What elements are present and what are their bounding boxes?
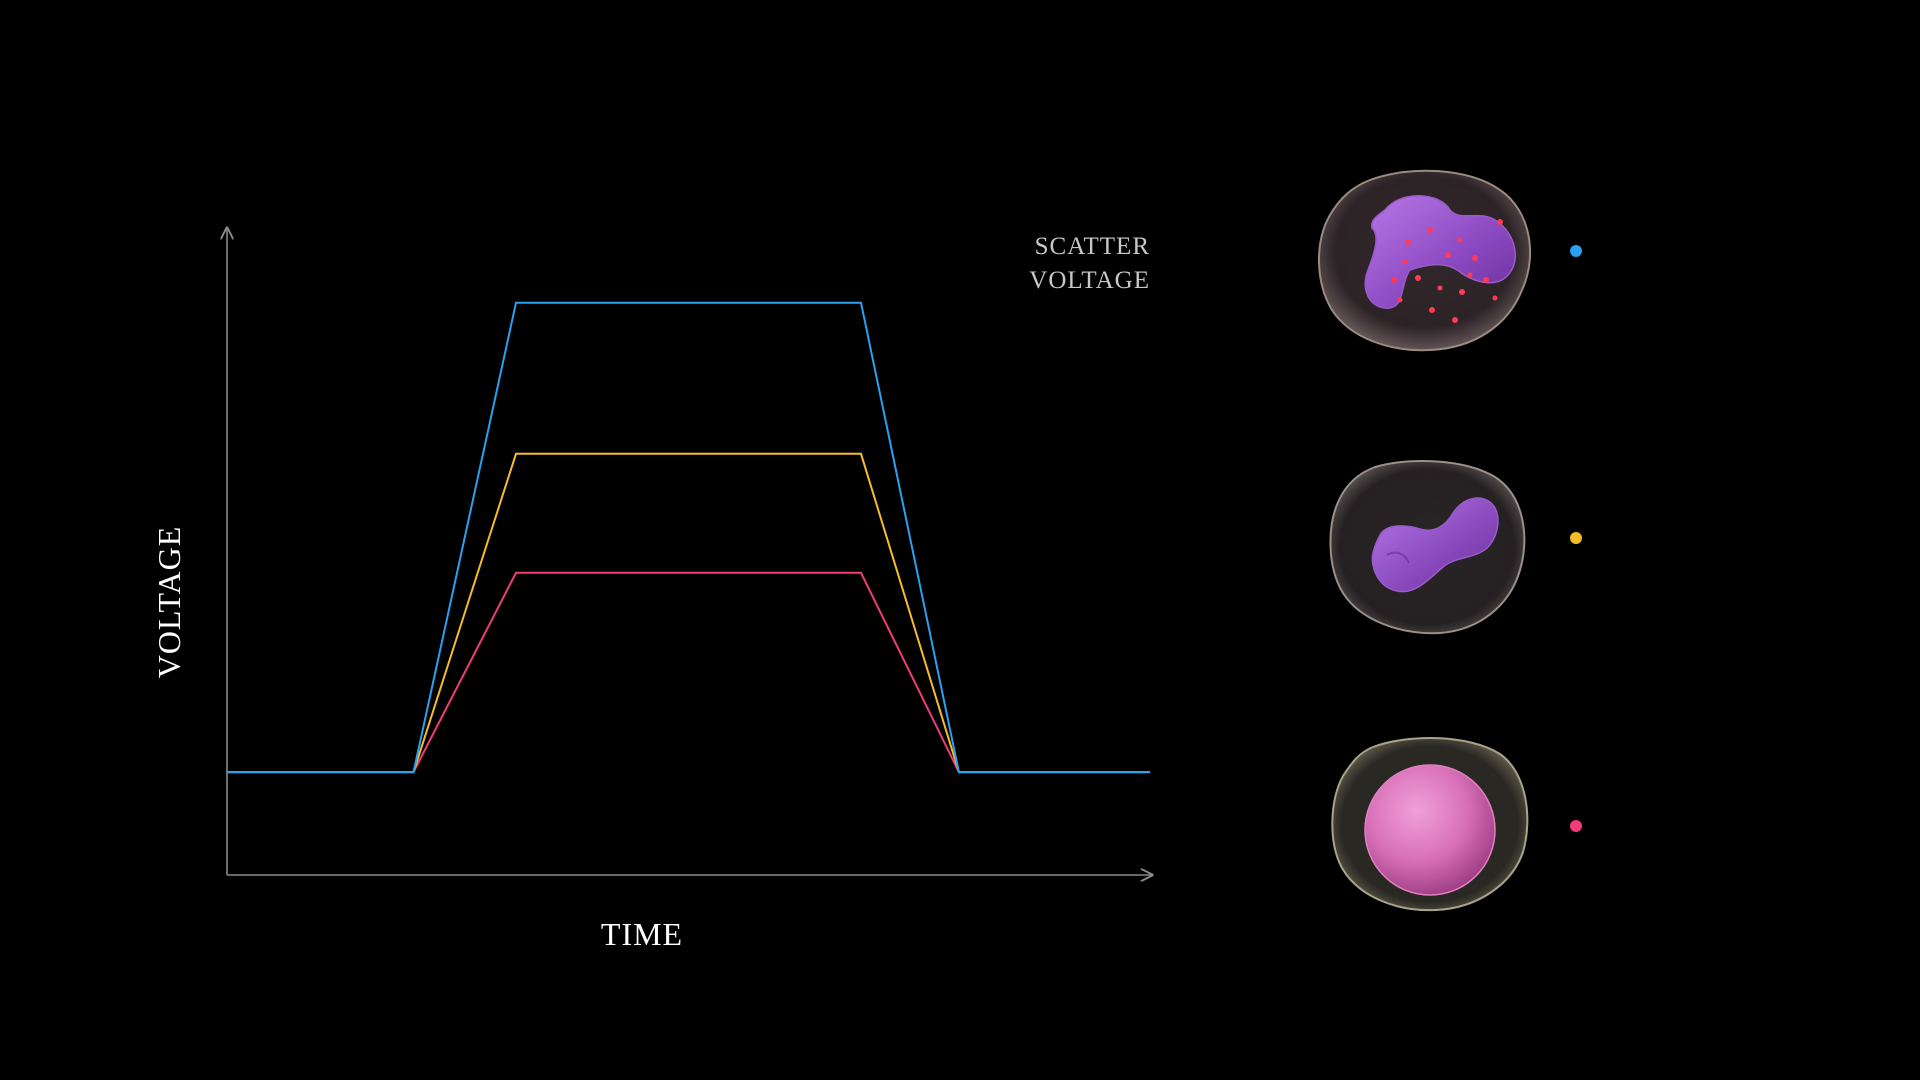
round-nucleus-cell-icon — [1331, 737, 1529, 912]
y-axis-label: VOLTAGE — [151, 526, 187, 679]
legend-dot-yellow — [1570, 532, 1582, 544]
series-layer — [227, 301, 1150, 774]
x-axis-label: TIME — [601, 916, 683, 952]
lobed-cell-icon — [1329, 460, 1526, 635]
legend-dot-blue — [1570, 245, 1582, 257]
legend-dot-pink — [1570, 820, 1582, 832]
annotation-line-1: SCATTER — [1034, 233, 1150, 260]
series-line-1 — [227, 301, 1150, 774]
series-line-3 — [227, 571, 1150, 774]
series-line-2 — [227, 452, 1150, 774]
granular-cell-icon — [1318, 169, 1532, 352]
annotation-line-2: VOLTAGE — [1029, 267, 1150, 294]
